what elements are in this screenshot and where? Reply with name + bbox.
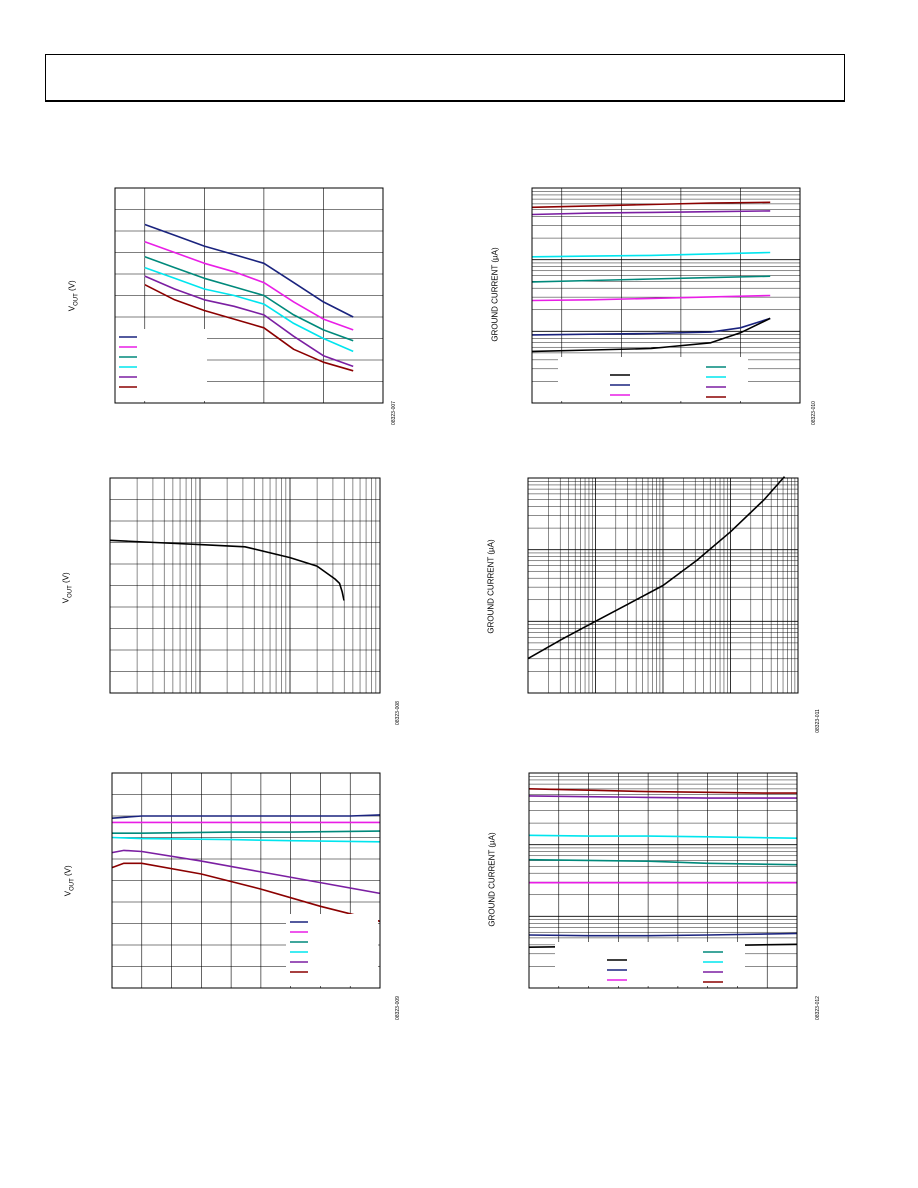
series-line-5 <box>144 283 354 372</box>
series-line-4 <box>531 294 771 302</box>
legend-box <box>555 942 745 986</box>
ylabel-ground-current-1: GROUND CURRENT (µA) <box>490 247 500 342</box>
ylabel-ground-current-2: GROUND CURRENT (µA) <box>486 539 496 634</box>
figure-code-5: 08323-009 <box>394 996 401 1020</box>
legend <box>555 942 745 986</box>
ylabel-vout-3: VOUT (V) <box>63 865 76 897</box>
legend-box <box>286 914 378 986</box>
series-line-0 <box>109 539 345 601</box>
figure-code-2: 08323-010 <box>810 401 817 425</box>
series-line-4 <box>144 275 354 368</box>
chart-ground-current-2 <box>527 476 799 694</box>
plot-frame <box>528 772 798 989</box>
ylabel-ground-current-3: GROUND CURRENT (µA) <box>487 832 497 927</box>
series-line-3 <box>528 858 798 866</box>
legend <box>558 357 748 401</box>
series-line-2 <box>144 256 354 342</box>
figure-code-1: 08323-007 <box>390 401 397 425</box>
series-line-3 <box>144 266 354 353</box>
series-line-0 <box>111 814 381 819</box>
chart-vout-2 <box>109 477 381 694</box>
plot-frame <box>527 477 799 694</box>
chart-ground-current-3 <box>528 772 798 989</box>
series-line-0 <box>144 223 354 318</box>
series-line-4 <box>111 849 381 895</box>
ylabel-vout-1: VOUT (V) <box>67 280 80 312</box>
plot-frame <box>111 772 381 989</box>
series-line-0 <box>527 476 786 660</box>
series-line-1 <box>528 795 797 799</box>
legend <box>286 914 378 986</box>
series-line-0 <box>528 788 797 794</box>
figure-code-4: 08323-011 <box>814 709 821 733</box>
legend <box>115 329 207 401</box>
series-line-2 <box>528 834 798 839</box>
series-line-2 <box>531 251 771 258</box>
chart-ground-current-1 <box>531 187 801 404</box>
figure-code-3: 08323-008 <box>394 701 401 725</box>
page-header-box <box>45 54 845 102</box>
legend-box <box>558 357 748 401</box>
series-line-3 <box>531 275 771 283</box>
plot-frame <box>109 477 381 694</box>
series-line-2 <box>112 830 381 835</box>
series-line-1 <box>531 210 771 216</box>
series-line-5 <box>111 862 381 923</box>
chart-vout-1 <box>114 187 384 404</box>
series-line-5 <box>531 317 771 336</box>
plot-frame <box>114 187 384 404</box>
legend-box <box>115 329 207 401</box>
chart-vout-3 <box>111 772 381 989</box>
series-line-6 <box>531 317 771 353</box>
series-line-5 <box>528 932 798 937</box>
series-line-0 <box>531 201 771 209</box>
series-line-3 <box>111 836 381 843</box>
gridlines <box>109 477 380 694</box>
ylabel-vout-2: VOUT (V) <box>61 572 74 604</box>
series-line-1 <box>144 241 354 331</box>
figure-code-6: 08323-012 <box>814 996 821 1020</box>
plot-frame <box>531 187 801 404</box>
